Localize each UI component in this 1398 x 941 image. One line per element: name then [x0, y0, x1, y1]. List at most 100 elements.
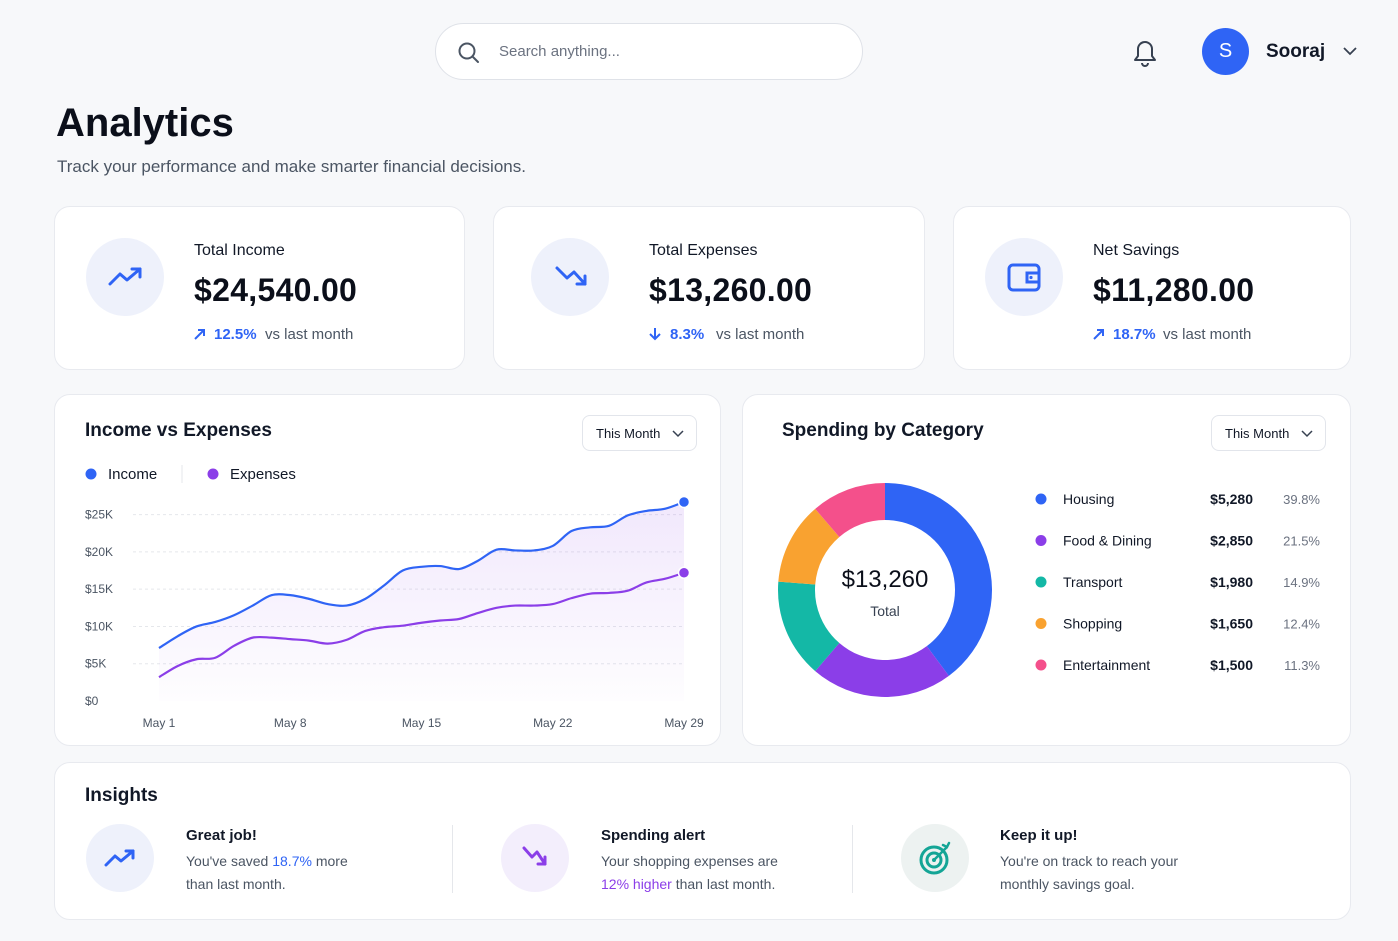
legend-marker	[207, 468, 219, 480]
legend-label: Entertainment	[1063, 657, 1150, 673]
value-label: $1,500	[1210, 657, 1253, 673]
value-label: $2,850	[1210, 533, 1253, 549]
chart-title: Spending by Category	[782, 420, 984, 441]
stat-label: Net Savings	[1093, 242, 1180, 259]
stat-note: vs last month	[716, 326, 805, 343]
value-label: $1,980	[1210, 574, 1253, 590]
search-icon	[458, 42, 479, 63]
line	[158, 571, 685, 679]
page-subtitle: Track your performance and make smarter …	[57, 157, 526, 176]
separator	[452, 825, 453, 893]
insight-text-part: than last month.	[671, 876, 776, 892]
legend-label: Income	[108, 466, 157, 483]
donut-card: Spending by Category This Month Housing $…	[742, 394, 1351, 746]
stat-change: 12.5%	[214, 326, 257, 343]
insights-title: Insights	[85, 785, 158, 806]
center-label: Total	[870, 603, 900, 619]
donut-segment	[778, 581, 840, 672]
share-label: 21.5%	[1283, 534, 1320, 549]
insight-text: You've saved 18.7% more than last month.	[186, 850, 371, 896]
y-tick-label: $25K	[85, 508, 113, 522]
filter-label: This Month	[596, 426, 661, 441]
bell-icon[interactable]	[1131, 38, 1159, 68]
share-label: 14.9%	[1283, 575, 1320, 590]
x-tick-label: May 22	[533, 716, 573, 730]
stat-value: $24,540.00	[194, 272, 358, 308]
y-tick-label: $5K	[85, 657, 106, 671]
area	[159, 501, 684, 701]
legend-marker	[1035, 618, 1047, 629]
stat-note: vs last month	[265, 326, 354, 343]
stat-value: $11,280.00	[1093, 272, 1255, 308]
end-point	[677, 566, 691, 580]
search-box[interactable]: Search anything...	[435, 23, 863, 80]
insight-text: You're on track to reach your monthly sa…	[1000, 850, 1205, 896]
legend-label: Transport	[1063, 574, 1123, 590]
stat-label: Total Income	[194, 242, 285, 259]
stat-icon	[531, 238, 609, 316]
stat-card: Net Savings $11,280.00 18.7% vs last mon…	[953, 206, 1351, 370]
legend-label: Expenses	[230, 466, 296, 483]
share-label: 39.8%	[1283, 492, 1320, 507]
donut-segment	[778, 508, 840, 585]
stat-icon	[985, 238, 1063, 316]
end-point	[677, 495, 691, 509]
chart-title: Income vs Expenses	[85, 420, 272, 441]
legend-marker	[85, 468, 97, 480]
down-arrow	[649, 328, 661, 341]
stat-card: Total Expenses $13,260.00 8.3% vs last m…	[493, 206, 925, 370]
donut-segment	[885, 483, 992, 676]
insight-text-part: Your shopping expenses are	[601, 853, 778, 869]
stat-note: vs last month	[1163, 326, 1252, 343]
insight-text-part: You've saved	[186, 853, 273, 869]
y-tick-label: $0	[85, 694, 99, 708]
donut-segment	[815, 643, 949, 697]
x-tick-label: May 1	[143, 716, 176, 730]
filter-dropdown[interactable]: This Month	[1211, 415, 1326, 451]
line	[158, 500, 685, 650]
avatar[interactable]: S	[1202, 28, 1249, 75]
stat-icon	[86, 238, 164, 316]
line-chart-card: Income vs Expenses This Month $0 $5K $10K $…	[54, 394, 721, 746]
insights-card: Insights Great job! You've saved 18.7% m…	[54, 762, 1351, 920]
insight-title: Spending alert	[601, 827, 706, 844]
x-tick-label: May 29	[664, 716, 704, 730]
donut-segment	[815, 483, 885, 537]
filter-label: This Month	[1225, 426, 1290, 441]
legend-label: Shopping	[1063, 616, 1122, 632]
insight-highlight: 12% higher	[601, 876, 672, 892]
search-placeholder: Search anything...	[499, 43, 620, 60]
y-tick-label: $20K	[85, 545, 113, 559]
share-label: 12.4%	[1283, 617, 1320, 632]
stat-label: Total Expenses	[649, 242, 758, 259]
line-chart: $0 $5K $10K $15K $20K $25K May 1 May 8 May 15 May…	[85, 465, 704, 730]
insight-icon	[901, 824, 969, 892]
insight-highlight: 18.7%	[272, 853, 312, 869]
center-value: $13,260	[842, 566, 929, 593]
insight-text-part: more than last month.	[186, 853, 348, 892]
stat-card: Total Income $24,540.00 12.5% vs last mo…	[54, 206, 465, 370]
filter-dropdown[interactable]: This Month	[582, 415, 697, 451]
legend-label: Food & Dining	[1063, 533, 1152, 549]
y-tick-label: $15K	[85, 582, 113, 596]
y-tick-label: $10K	[85, 619, 113, 633]
x-tick-label: May 15	[402, 716, 442, 730]
up-arrow	[1093, 329, 1104, 340]
page-title: Analytics	[56, 101, 234, 145]
x-tick-label: May 8	[274, 716, 307, 730]
value-label: $5,280	[1210, 491, 1253, 507]
legend-marker	[1035, 659, 1047, 671]
up-arrow	[194, 329, 205, 340]
separator	[852, 825, 853, 893]
chevron[interactable]	[1342, 45, 1358, 57]
value-label: $1,650	[1210, 616, 1253, 632]
donut-chart: Housing $5,280 39.8% Food & Dining $2,850 21.…	[778, 483, 1320, 697]
user-name[interactable]: Sooraj	[1266, 41, 1326, 62]
insight-title: Great job!	[186, 827, 257, 844]
stat-change: 8.3%	[670, 326, 705, 343]
stat-change: 18.7%	[1113, 326, 1156, 343]
insight-title: Keep it up!	[1000, 827, 1078, 844]
insight-text: Your shopping expenses are 12% higher th…	[601, 850, 801, 896]
legend-marker	[1035, 576, 1047, 588]
